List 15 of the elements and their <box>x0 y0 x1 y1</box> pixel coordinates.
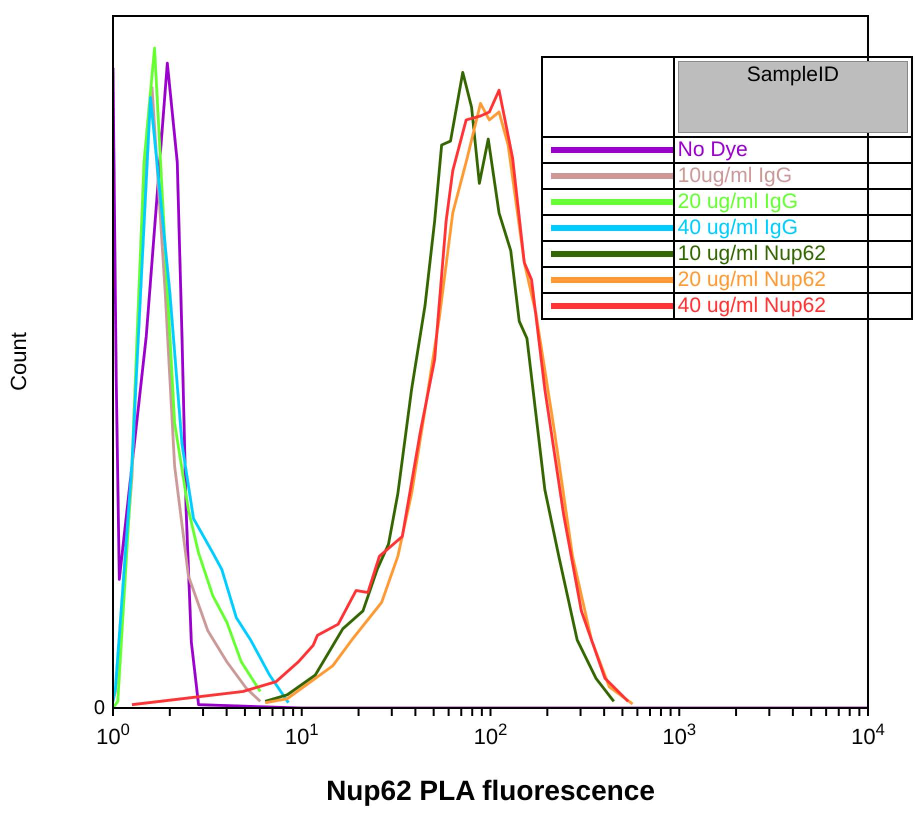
x-tick-label: 10$^{3}$ <box>662 721 696 749</box>
text: 20 ug/ml Nup62 <box>678 268 826 291</box>
text: 10ug/ml IgG <box>678 164 792 187</box>
y-axis-title: Count <box>6 332 31 391</box>
x-axis-title: Nup62 PLA fluorescence <box>326 775 655 806</box>
text: 40 ug/ml IgG <box>678 216 798 239</box>
x-tick-label: 10$^{4}$ <box>851 721 885 749</box>
text: 20 ug/ml IgG <box>678 190 798 213</box>
x-tick-label: 10$^{0}$ <box>96 721 130 749</box>
x-tick-label: 10$^{1}$ <box>284 721 319 749</box>
text: 10 ug/ml Nup62 <box>678 242 826 265</box>
text: 40 ug/ml Nup62 <box>678 294 826 317</box>
text: 0 <box>94 697 105 719</box>
x-tick-label: 10$^{2}$ <box>474 721 508 749</box>
text: No Dye <box>678 138 748 161</box>
